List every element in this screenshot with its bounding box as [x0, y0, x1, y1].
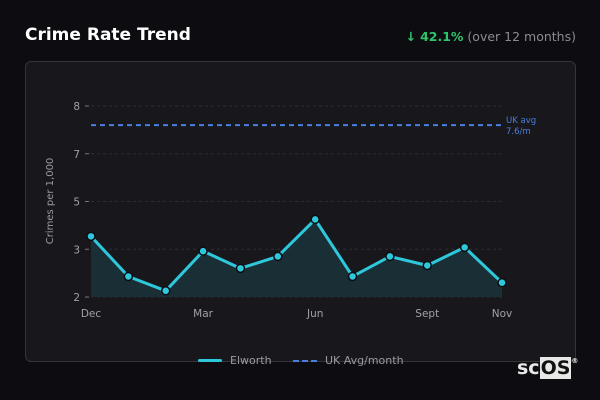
y-tick-label: 5: [73, 197, 80, 209]
y-axis-label: Crimes per 1,000: [45, 158, 56, 245]
data-point: [385, 251, 395, 262]
x-tick-label: Nov: [492, 308, 513, 320]
x-tick-label: Dec: [81, 308, 102, 320]
data-point: [422, 260, 433, 271]
x-tick-label: Mar: [193, 308, 213, 320]
uk-avg-label: UK avg: [506, 116, 536, 126]
legend-item-elworth[interactable]: Elworth: [198, 354, 272, 367]
legend-label: Elworth: [230, 354, 272, 367]
uk-avg-value: 7.6/m: [506, 127, 531, 137]
legend-dashed-line-icon: [293, 359, 317, 362]
change-summary: ↓ 42.1% (over 12 months): [406, 29, 576, 44]
data-point: [123, 271, 134, 282]
series-area: [91, 219, 502, 297]
change-period: (over 12 months): [467, 29, 576, 44]
data-point: [310, 214, 320, 225]
legend-item-uk-avg[interactable]: UK Avg/month: [293, 354, 404, 367]
down-arrow-icon: ↓: [405, 29, 417, 44]
series-line: [89, 217, 504, 293]
legend-solid-line-icon: [198, 359, 222, 362]
y-tick-label: 7: [73, 149, 80, 161]
x-tick-label: Sept: [415, 308, 439, 320]
y-tick-label: 2: [73, 292, 80, 304]
chart-card: [25, 61, 576, 362]
y-tick-label: 8: [73, 101, 80, 113]
change-percent: 42.1%: [420, 29, 464, 44]
data-point: [497, 277, 507, 288]
data-point: [459, 242, 470, 253]
data-point: [273, 251, 283, 262]
legend-label: UK Avg/month: [325, 354, 404, 367]
y-tick-label: 3: [73, 244, 80, 256]
data-point: [235, 263, 246, 274]
data-point: [86, 231, 96, 242]
data-point: [198, 246, 208, 256]
data-point: [160, 286, 171, 296]
x-tick-label: Jun: [306, 308, 323, 320]
data-point: [347, 271, 358, 282]
page-title: Crime Rate Trend: [25, 25, 191, 45]
scos-logo: scOS®: [517, 357, 579, 379]
